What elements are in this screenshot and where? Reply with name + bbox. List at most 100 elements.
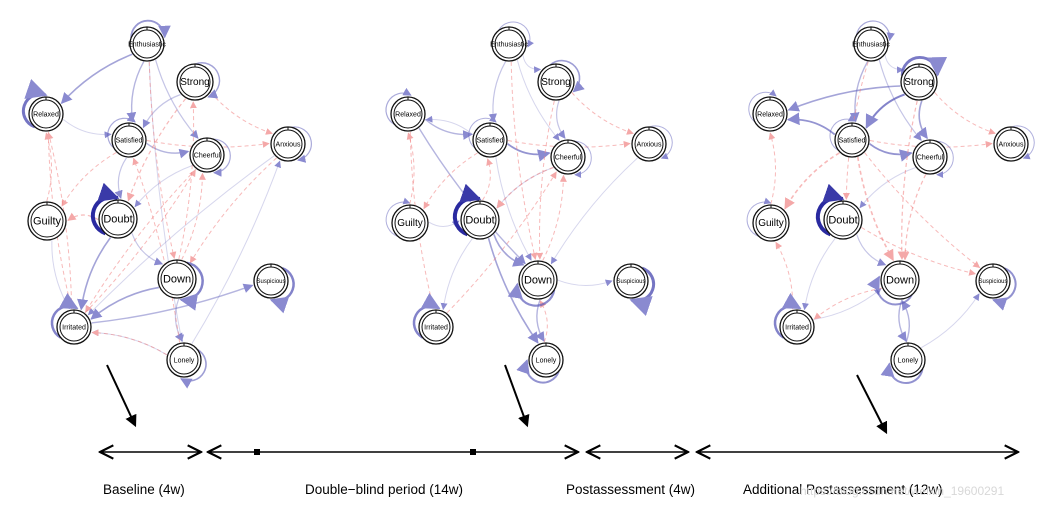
edge-satisfied-guilty	[61, 152, 117, 207]
node-down: Down	[157, 259, 197, 299]
node-lonely: Lonely	[528, 342, 564, 378]
edge-strong-cheerful	[916, 100, 928, 140]
edge-lonely-anxious	[191, 160, 281, 345]
edge-strong-relaxed	[787, 85, 901, 112]
edge-irritated-down	[813, 288, 882, 320]
edge-strong-anxious	[934, 92, 996, 135]
self-loop-irritated	[50, 292, 79, 339]
node-label-guilty: Guilty	[397, 218, 423, 229]
node-label-strong: Strong	[541, 77, 570, 88]
self-loop-anxious	[291, 126, 312, 163]
edge-relaxed-satisfied	[62, 119, 112, 139]
self-loop-suspicious	[269, 267, 295, 314]
self-loop-suspicious	[629, 266, 656, 316]
node-strong: Strong	[900, 63, 938, 101]
period-label-double-blind: Double−blind period (14w)	[305, 482, 463, 497]
edge-down-cheerful	[542, 174, 567, 261]
edge-lonely-irritated	[91, 329, 168, 356]
node-down: Down	[518, 260, 558, 300]
edge-strong-satisfied	[142, 93, 181, 129]
self-loop-satisfied	[107, 113, 136, 149]
edge-satisfied-anxious	[146, 140, 270, 148]
edge-irritated-guilty	[775, 241, 794, 310]
edge-satisfied-anxious	[507, 140, 631, 148]
edge-lonely-suspicious	[920, 293, 980, 349]
node-label-down: Down	[886, 274, 914, 286]
pointer-arrow-double-blind	[504, 364, 530, 428]
node-irritated: Irritated	[779, 309, 815, 345]
node-label-down: Down	[524, 274, 552, 286]
self-loop-guilty	[746, 197, 772, 237]
node-label-irritated: Irritated	[424, 324, 448, 331]
edge-strong-down	[897, 100, 918, 260]
node-anxious: Anxious	[270, 126, 306, 162]
self-loop-relaxed	[385, 87, 412, 126]
edge-satisfied-relaxed	[425, 115, 474, 135]
edge-satisfied-cheerful	[507, 143, 551, 162]
edge-anxious-down	[550, 157, 638, 265]
edge-doubt-down	[493, 234, 525, 267]
self-loop-down	[507, 282, 556, 307]
node-label-satisfied: Satisfied	[477, 137, 504, 144]
edge-doubt-down	[856, 234, 887, 267]
edge-lonely-down	[901, 300, 911, 343]
edge-satisfied-guilty	[784, 152, 840, 210]
edge-enthusiastic-satisfied	[488, 61, 507, 123]
node-label-doubt: Doubt	[465, 214, 494, 226]
edge-cheerful-doubt	[496, 166, 554, 209]
edge-irritated-cheerful	[84, 169, 196, 314]
edge-enthusiastic-strong	[522, 55, 542, 74]
edge-enthusiastic-doubt	[842, 61, 869, 200]
edge-satisfied-cheerful	[869, 143, 913, 162]
node-doubt: Doubt	[823, 200, 863, 240]
period-label-additional: Additional Postassessment (12w)	[743, 482, 943, 497]
edge-strong-anxious	[571, 92, 634, 135]
node-irritated: Irritated	[56, 309, 92, 345]
edge-doubt-down	[131, 233, 164, 266]
edge-lonely-satisfied	[132, 157, 181, 343]
node-label-cheerful: Cheerful	[194, 152, 221, 159]
edge-guilty-relaxed	[406, 132, 415, 205]
node-label-relaxed: Relaxed	[757, 111, 783, 118]
node-suspicious: Suspicious	[613, 263, 649, 299]
self-loop-satisfied	[468, 115, 497, 149]
self-loop-strong	[900, 56, 948, 77]
self-loop-down	[867, 275, 913, 306]
self-loop-guilty	[385, 197, 411, 237]
node-suspicious: Suspicious	[975, 263, 1011, 299]
edge-irritated-cheerful	[446, 171, 557, 314]
edge-down-suspicious	[557, 279, 613, 287]
self-loop-doubt	[815, 183, 845, 237]
edge-satisfied-doubt	[114, 157, 127, 199]
node-label-cheerful: Cheerful	[917, 154, 944, 161]
self-loop-satisfied	[829, 115, 856, 152]
self-loop-enthusiastic	[497, 21, 534, 48]
node-label-lonely: Lonely	[536, 357, 557, 364]
node-label-enthusiastic: Enthusiastic	[490, 41, 528, 48]
edge-enthusiastic-satisfied	[126, 61, 145, 123]
edge-enthusiastic-relaxed	[60, 53, 133, 105]
network-additional-postassessment: Enthusiastic Strong Relaxed Satisfied Cheerf…	[746, 20, 1035, 384]
node-doubt: Doubt	[460, 200, 500, 240]
edge-irritated-suspicious	[91, 283, 254, 324]
network-baseline: Enthusiastic Strong Relaxed Satisfied Cheerf…	[21, 19, 312, 389]
timeline-tick-2	[470, 449, 476, 455]
edge-guilty-relaxed	[44, 132, 52, 202]
node-suspicious: Suspicious	[253, 263, 289, 299]
node-label-anxious: Anxious	[637, 141, 662, 148]
edge-down-strong	[178, 101, 197, 260]
period-label-postassessment: Postassessment (4w)	[566, 482, 696, 497]
node-lonely: Lonely	[890, 342, 926, 378]
pointer-arrow-baseline	[106, 364, 137, 428]
node-enthusiastic: Enthusiastic	[128, 26, 166, 62]
edge-satisfied-relaxed	[786, 112, 836, 136]
edge-enthusiastic-cheerful	[516, 59, 560, 141]
node-label-doubt: Doubt	[103, 213, 132, 225]
node-guilty: Guilty	[752, 204, 790, 242]
node-label-satisfied: Satisfied	[116, 137, 143, 144]
edge-doubt-guilty	[67, 212, 99, 221]
node-strong: Strong	[176, 63, 214, 101]
self-loop-cheerful	[213, 138, 231, 177]
self-loop-anxious	[649, 125, 673, 160]
